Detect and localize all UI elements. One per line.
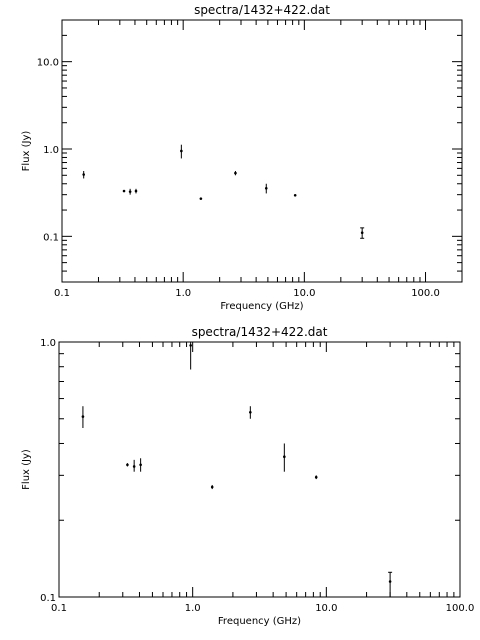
data-point bbox=[134, 188, 138, 194]
x-axis-title: Frequency (GHz) bbox=[220, 301, 303, 312]
x-axis-title: Frequency (GHz) bbox=[218, 616, 301, 627]
plot-frame bbox=[58, 341, 461, 598]
data-point bbox=[314, 475, 318, 480]
bottom-spectrum-chart: spectra/1432+422.dat 0.1 1.0 10.0 100.0 0.1 1.… bbox=[21, 325, 474, 627]
data-point bbox=[249, 406, 252, 419]
data-point bbox=[360, 227, 365, 239]
data-point bbox=[264, 183, 268, 194]
data-marker bbox=[314, 475, 318, 479]
data-point bbox=[210, 484, 214, 490]
top-spectrum-chart: spectra/1432+422.dat 0.1 1.0 10.0 100.0 0.1 1.… bbox=[21, 3, 463, 312]
x-tick-label: 10.0 bbox=[315, 603, 337, 614]
x-tick-label: 1.0 bbox=[185, 603, 201, 614]
chart-title: spectra/1432+422.dat bbox=[192, 325, 328, 339]
plot-frame bbox=[61, 19, 463, 283]
y-tick-label: 0.1 bbox=[43, 232, 59, 243]
data-marker bbox=[128, 190, 132, 193]
data-point bbox=[199, 197, 203, 200]
data-point bbox=[132, 459, 136, 472]
data-point bbox=[189, 342, 192, 370]
data-marker bbox=[81, 415, 85, 418]
data-marker bbox=[210, 485, 214, 489]
x-tick-label: 0.1 bbox=[51, 603, 67, 614]
x-tick-label: 10.0 bbox=[293, 288, 315, 299]
data-point bbox=[82, 170, 85, 179]
y-tick-label: 1.0 bbox=[40, 338, 56, 349]
data-point bbox=[128, 188, 132, 195]
data-point bbox=[388, 571, 393, 598]
y-tick-label: 10.0 bbox=[37, 58, 59, 69]
y-tick-label: 1.0 bbox=[43, 145, 59, 156]
y-axis-title: Flux (Jy) bbox=[21, 449, 32, 490]
data-marker bbox=[388, 580, 392, 583]
data-point bbox=[293, 194, 297, 197]
data-point bbox=[180, 144, 183, 159]
data-marker bbox=[360, 231, 364, 235]
data-point bbox=[126, 463, 129, 467]
data-marker bbox=[122, 189, 126, 193]
x-tick-label: 100.0 bbox=[446, 603, 475, 614]
data-marker bbox=[132, 465, 136, 468]
data-marker bbox=[180, 149, 183, 153]
chart-title: spectra/1432+422.dat bbox=[194, 3, 330, 17]
y-axis-title: Flux (Jy) bbox=[21, 131, 32, 172]
data-marker bbox=[189, 344, 192, 347]
data-marker bbox=[134, 189, 138, 193]
data-marker bbox=[126, 463, 129, 467]
x-tick-label: 1.0 bbox=[175, 288, 191, 299]
data-marker bbox=[264, 186, 268, 190]
x-tick-label: 100.0 bbox=[411, 288, 440, 299]
data-marker bbox=[283, 455, 286, 458]
data-marker bbox=[249, 411, 252, 414]
data-marker bbox=[293, 194, 297, 197]
data-marker bbox=[199, 197, 203, 200]
data-point bbox=[234, 170, 237, 176]
data-point bbox=[283, 443, 286, 472]
data-point bbox=[122, 189, 126, 193]
data-marker bbox=[234, 171, 237, 175]
data-marker bbox=[139, 463, 142, 467]
x-tick-label: 0.1 bbox=[54, 288, 70, 299]
data-marker bbox=[82, 173, 85, 176]
y-tick-label: 0.1 bbox=[40, 593, 56, 604]
data-point bbox=[81, 406, 85, 428]
data-point bbox=[139, 458, 142, 472]
